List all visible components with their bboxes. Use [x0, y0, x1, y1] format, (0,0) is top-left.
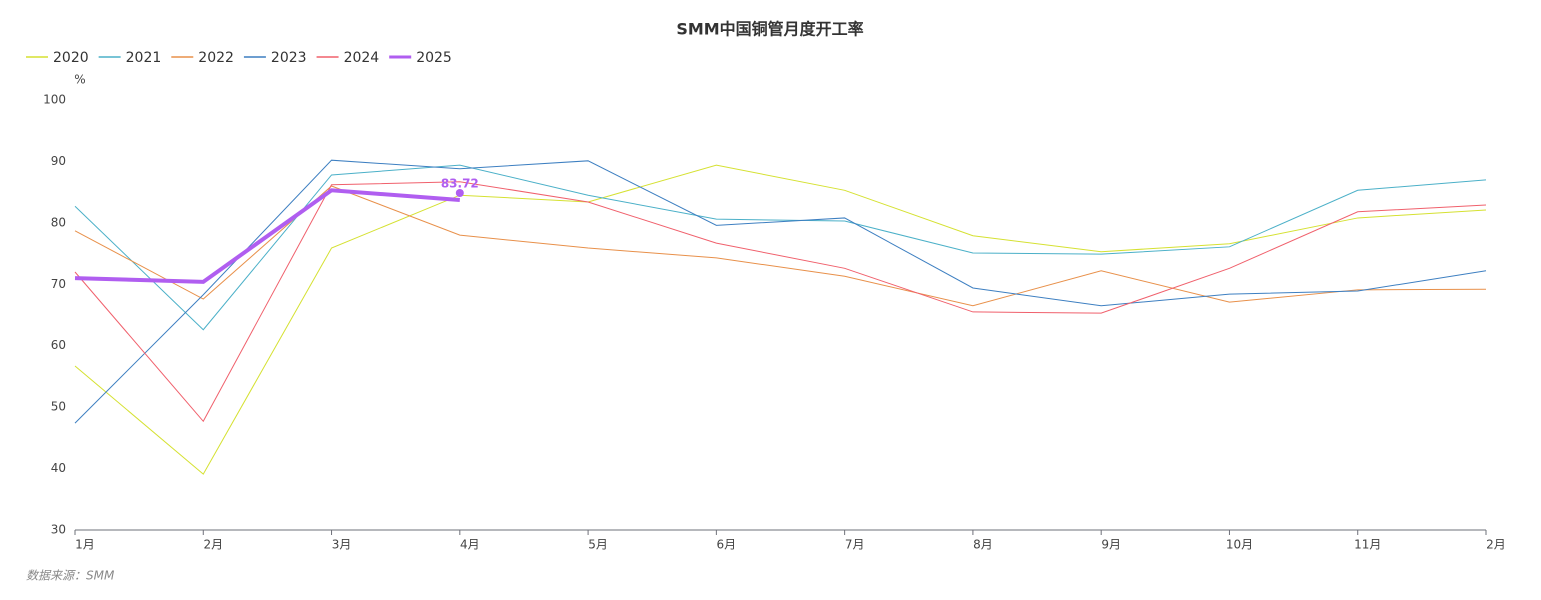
legend-label: 2020 [53, 50, 89, 66]
legend-label: 2021 [126, 50, 162, 66]
y-tick-label: 50 [51, 400, 66, 414]
x-tick-label: 4月 [460, 538, 480, 552]
line-series [74, 164, 1487, 475]
y-tick-label: 90 [51, 154, 66, 168]
x-tick-label: 11月 [1354, 538, 1381, 552]
chart-title: SMM中国铜管月度开工率 [676, 20, 863, 39]
data-label: 83.72 [441, 177, 479, 191]
source: 数据来源：SMM [26, 569, 115, 583]
x-tick-label: 7月 [845, 538, 865, 552]
y-tick-label: 70 [51, 277, 66, 291]
y-tick-label: 30 [51, 523, 66, 537]
x-tick-label: 2月 [203, 538, 223, 552]
line-series [74, 188, 460, 284]
legend-label: 2025 [416, 50, 452, 66]
legend-label: 2023 [271, 50, 307, 66]
x-tick-label: 5月 [588, 538, 608, 552]
line-series [74, 181, 1487, 423]
x-tick-label: 3月 [332, 538, 352, 552]
y-tick-label: 100 [43, 93, 66, 107]
legend-label: 2024 [344, 50, 380, 66]
x-tick-label: 1月 [75, 538, 95, 552]
y-tick-label: 40 [51, 461, 66, 475]
line-series [74, 164, 1487, 331]
x-tick-label: 2月 [1486, 538, 1506, 552]
x-tick-label: 8月 [973, 538, 993, 552]
y-tick-label: 80 [51, 215, 66, 229]
x-tick-label: 10月 [1226, 538, 1253, 552]
x-tick-label: 9月 [1101, 538, 1121, 552]
legend-label: 2022 [198, 50, 234, 66]
end-point [455, 189, 464, 198]
line-series [74, 159, 1487, 424]
line-series [74, 185, 1487, 307]
y-tick-label: 60 [51, 338, 66, 352]
y-unit: % [74, 73, 85, 87]
x-tick-label: 6月 [717, 538, 737, 552]
